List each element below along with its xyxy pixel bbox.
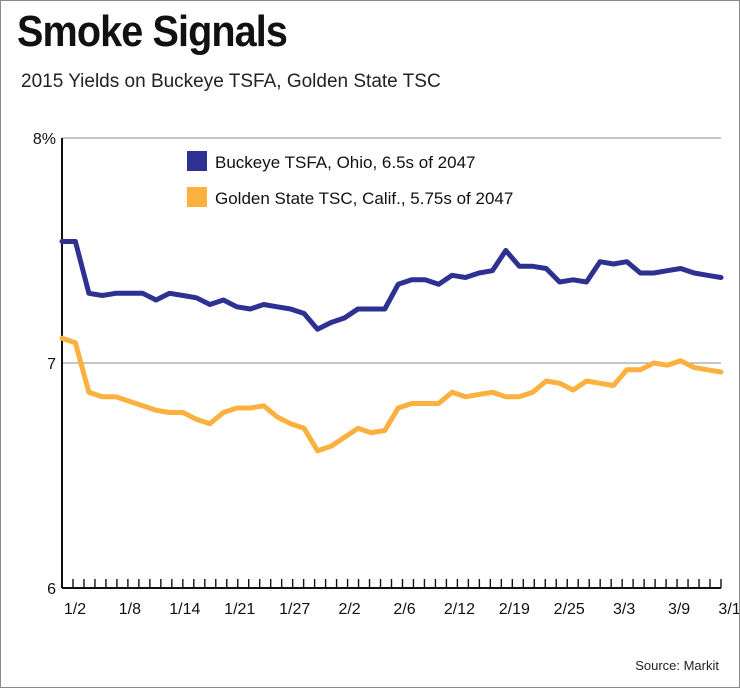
x-tick-label: 1/14 (169, 601, 200, 618)
x-tick-label: 3/9 (668, 601, 690, 618)
x-tick-label: 3/3 (613, 601, 635, 618)
x-tick-label: 2/19 (499, 601, 530, 618)
chart-title: Smoke Signals (17, 7, 288, 56)
legend-swatch (187, 151, 207, 171)
chart-subtitle: 2015 Yields on Buckeye TSFA, Golden Stat… (21, 71, 441, 92)
x-tick-label: 2/6 (393, 601, 415, 618)
x-tick-label: 1/27 (279, 601, 310, 618)
x-tick-label: 3/13 (718, 601, 739, 618)
x-tick-label: 2/25 (554, 601, 585, 618)
x-tick-label: 1/2 (64, 601, 86, 618)
legend-label: Buckeye TSFA, Ohio, 6.5s of 2047 (215, 153, 476, 172)
source-note: Source: Markit (635, 658, 719, 673)
y-tick-label: 6 (47, 581, 56, 598)
x-tick-label: 1/21 (224, 601, 255, 618)
series-line-2 (59, 335, 724, 454)
y-tick-label: 7 (47, 356, 56, 373)
legend-swatch (187, 187, 207, 207)
series-line-1 (59, 239, 724, 332)
y-tick-label: 8% (33, 131, 56, 148)
legend-label: Golden State TSC, Calif., 5.75s of 2047 (215, 189, 513, 208)
x-tick-label: 2/12 (444, 601, 475, 618)
x-tick-label: 2/2 (338, 601, 360, 618)
x-tick-label: 1/8 (119, 601, 141, 618)
